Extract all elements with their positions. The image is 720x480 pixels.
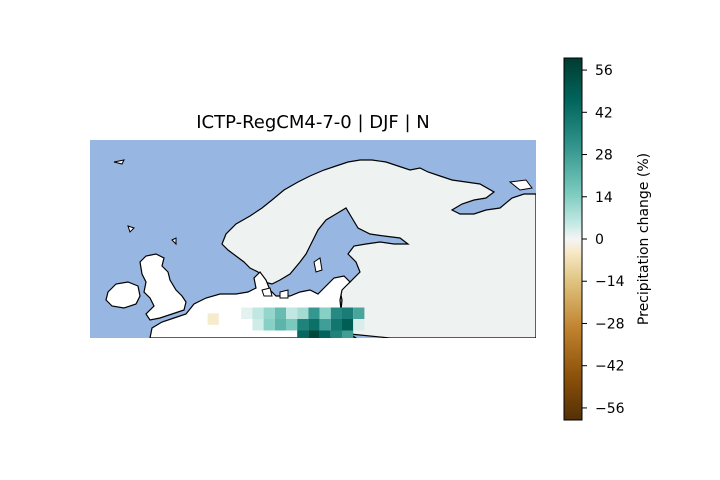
grid-cell [297,319,309,331]
colorbar-tick-label: 0 [595,232,604,248]
grid-cell [330,307,342,319]
grid-cell [319,330,331,338]
grid-cell [263,319,275,331]
land-shetland [127,225,177,246]
grid-cell [342,330,354,338]
grid-cell [252,307,264,319]
grid-cell [207,313,219,325]
land-kola-islands [508,179,533,191]
land-great-britain [139,253,187,321]
colorbar-label: Precipitation change (%) [636,153,652,325]
grid-cell [241,307,253,319]
land-islands [261,257,323,299]
grid-cell [263,307,275,319]
grid-cell [308,319,320,331]
grid-cell [330,319,342,331]
grid-cell [274,319,286,331]
colorbar-tick-label: 42 [595,105,613,121]
grid-cell [297,307,309,319]
grid-cell [286,319,298,331]
grid-cell [353,307,365,319]
grid-cell [319,307,331,319]
precipitation-grid [207,307,365,338]
colorbar-tick-label: 28 [595,148,613,164]
land-ireland [105,281,141,309]
colorbar-gradient [563,57,583,421]
grid-cell [297,330,309,338]
colorbar-tick-label: 14 [595,190,613,206]
colorbar-tick-label: 56 [595,63,613,79]
colorbar-ticks: 56 42 28 14 0 −14 −28 −42 −56 [582,63,625,417]
grid-cell [286,307,298,319]
grid-cell [308,307,320,319]
grid-cell [308,330,320,338]
grid-cell [342,307,354,319]
grid-cell [342,319,354,331]
colorbar-tick-label: −28 [595,316,625,332]
grid-cell [274,307,286,319]
colorbar-tick-label: −56 [595,401,625,417]
grid-cell [330,330,342,338]
colorbar-tick-label: −14 [595,274,625,290]
land-faroe [113,159,125,165]
grid-cell [353,319,365,331]
grid-cell [319,319,331,331]
land-scandinavia [221,159,536,338]
grid-cell [252,319,264,331]
colorbar-tick-label: −42 [595,359,625,375]
map-title: ICTP-RegCM4-7-0 | DJF | N [196,112,430,133]
